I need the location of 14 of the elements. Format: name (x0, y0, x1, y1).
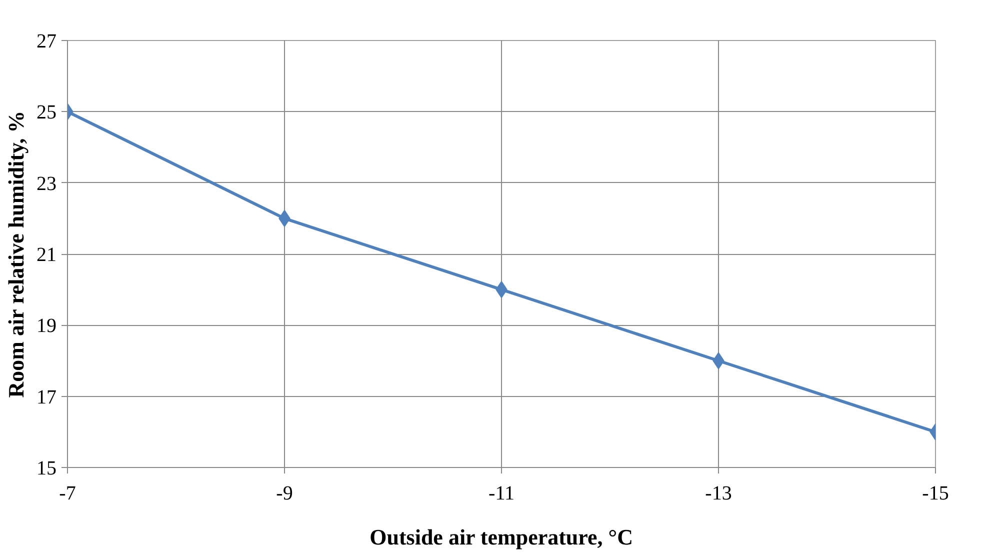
y-tick-label: 19 (36, 315, 56, 338)
y-tick-label: 21 (36, 244, 56, 266)
y-axis-title: Room air relative humidity, % (4, 110, 28, 398)
x-tick-label: -15 (922, 482, 949, 504)
x-tick-label: -9 (276, 482, 293, 504)
y-tick-label: 23 (36, 172, 56, 195)
x-axis-title: Outside air temperature, °C (370, 524, 633, 550)
y-tick-label: 27 (36, 30, 56, 52)
y-tick-label: 17 (36, 386, 56, 408)
x-tick-label: -13 (705, 482, 732, 504)
x-tick-label: -11 (488, 482, 514, 504)
y-tick-label: 15 (36, 458, 56, 480)
x-tick-label: -7 (59, 482, 76, 504)
y-tick-label: 25 (36, 102, 56, 124)
